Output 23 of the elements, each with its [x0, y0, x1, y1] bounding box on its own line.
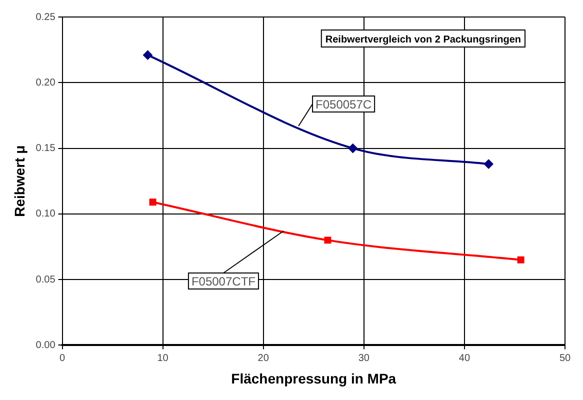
annotation: F050057C — [316, 97, 372, 112]
x-tick-label: 10 — [157, 352, 169, 364]
point — [143, 50, 152, 60]
y-tick-label: 0.00 — [36, 340, 56, 351]
x-tick-label: 0 — [59, 352, 66, 364]
point — [348, 144, 358, 153]
text: Reibwertvergleich von 2 Packungsringen — [325, 34, 522, 46]
x-tick-label: 20 — [258, 352, 270, 364]
y-tick-label: 0.20 — [36, 77, 56, 88]
point — [484, 160, 494, 169]
x-axis-title: Flächenpressung in MPa — [231, 370, 396, 386]
y-tick-label: 0.10 — [36, 208, 56, 220]
point — [517, 256, 524, 264]
annotation: F05007CTF — [191, 274, 256, 288]
y-axis-title: Reibwert μ — [11, 145, 28, 217]
point — [149, 198, 156, 206]
y-tick-label: 0.25 — [36, 12, 56, 23]
x-tick-label: 50 — [559, 352, 571, 364]
x-tick-label: 40 — [458, 352, 470, 364]
point — [324, 236, 332, 244]
y-tick-label: 0.05 — [36, 274, 56, 286]
y-tick-label: 0.15 — [36, 143, 56, 154]
x-tick-label: 30 — [358, 352, 370, 364]
